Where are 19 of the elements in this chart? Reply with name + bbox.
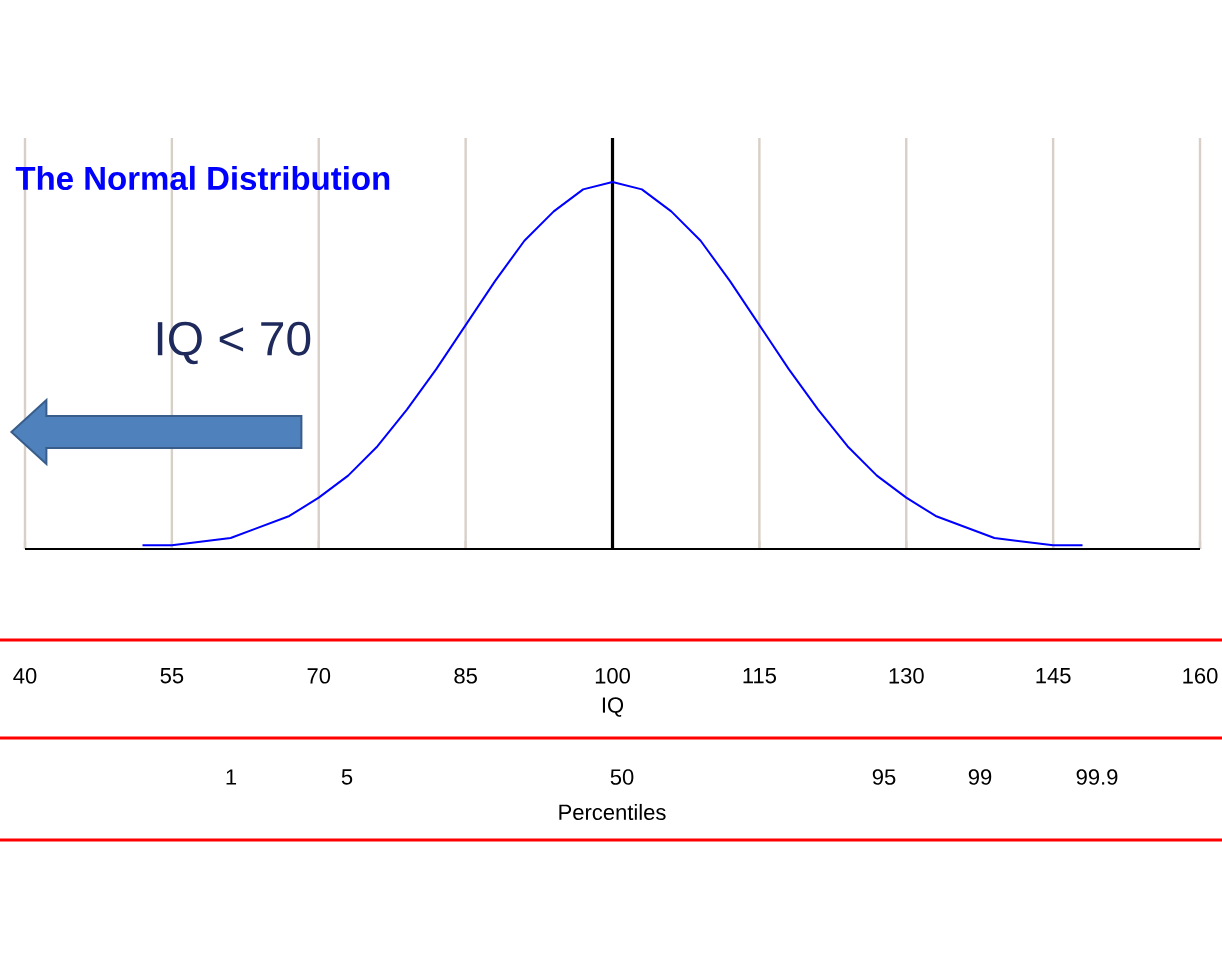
x-tick-label: 115 — [743, 668, 776, 684]
x-tick-label: 85 — [454, 668, 477, 684]
text: 1 — [226, 769, 237, 785]
text: 5 — [341, 769, 353, 785]
x-tick-label: 70 — [307, 668, 331, 684]
text: 99.9 — [1076, 769, 1118, 785]
chart-title: The Normal Distribution — [15, 165, 390, 191]
text: 99 — [968, 769, 992, 785]
x-tick-label: 55 — [160, 668, 184, 684]
text: Percentiles — [559, 803, 666, 821]
x-tick-label: 160 — [1183, 668, 1218, 684]
text: 50 — [610, 769, 634, 785]
text: 95 — [872, 769, 896, 785]
x-tick-label: 40 — [13, 668, 37, 684]
x-axis-title: IQ — [602, 697, 624, 717]
x-tick-label: 130 — [889, 668, 924, 684]
annotation: IQ < 70 — [157, 321, 311, 365]
x-tick-label: 100 — [595, 668, 630, 684]
x-tick-label: 145 — [1036, 668, 1071, 684]
